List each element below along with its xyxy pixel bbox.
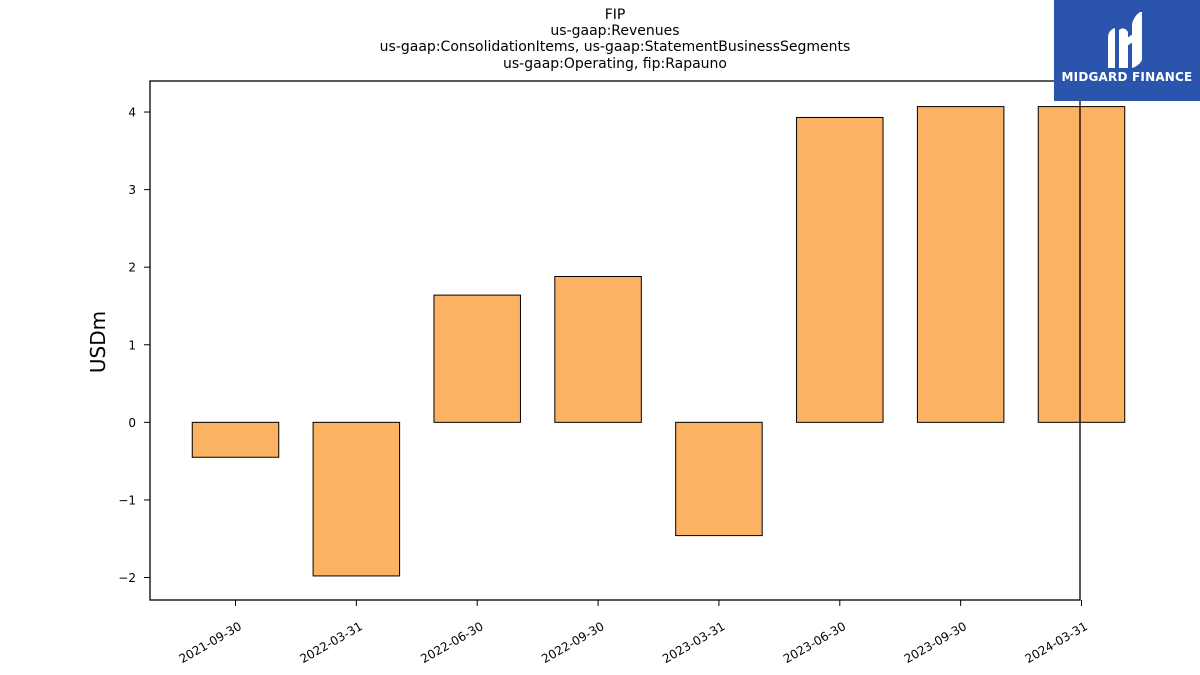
- chart-title-line-4: us-gaap:Operating, fip:Rapauno: [503, 56, 727, 72]
- x-tick-label: 2022-09-30: [539, 619, 606, 666]
- logo-text: MIDGARD FINANCE: [1061, 70, 1193, 84]
- midgard-finance-logo: MIDGARD FINANCE: [1054, 0, 1200, 101]
- y-tick-label: 0: [128, 416, 136, 430]
- x-tick-label: 2024-03-31: [1023, 619, 1090, 666]
- x-tick-label: 2023-09-30: [902, 619, 969, 666]
- bar-2023-09-30: [916, 106, 1005, 423]
- y-axis: −2 −1 0 1 2 3 4: [118, 106, 150, 585]
- y-tick-label: 1: [128, 338, 136, 352]
- chart-title-line-1: FIP: [604, 7, 626, 23]
- bar-2023-03-31: [675, 421, 763, 537]
- bar-2021-09-30: [191, 421, 280, 458]
- bar-2022-06-30: [433, 294, 521, 423]
- x-tick-label: 2022-06-30: [418, 619, 485, 666]
- y-tick-label: 4: [128, 106, 136, 120]
- y-tick-label: 3: [128, 183, 136, 197]
- plot-frame: [149, 80, 1081, 601]
- x-tick-label: 2022-03-31: [297, 619, 364, 666]
- logo-mark-icon: [1108, 12, 1142, 68]
- chart-title-line-3: us-gaap:ConsolidationItems, us-gaap:Stat…: [379, 39, 851, 55]
- bars-group: [191, 106, 1126, 577]
- y-tick-label: −2: [118, 571, 136, 585]
- bar-2024-03-31: [1037, 106, 1126, 423]
- x-tick-label: 2023-06-30: [781, 619, 848, 666]
- bar-2022-03-31: [312, 421, 401, 577]
- bar-2022-09-30: [554, 275, 642, 423]
- bar-2023-06-30: [796, 116, 884, 423]
- x-tick-label: 2021-09-30: [177, 619, 244, 666]
- x-tick-label: 2023-03-31: [660, 619, 727, 666]
- x-axis: 2021-09-30 2022-03-31 2022-06-30 2022-09-30…: [177, 600, 1090, 666]
- y-tick-label: 2: [128, 261, 136, 275]
- y-tick-label: −1: [118, 493, 136, 507]
- chart-title-line-2: us-gaap:Revenues: [550, 23, 680, 39]
